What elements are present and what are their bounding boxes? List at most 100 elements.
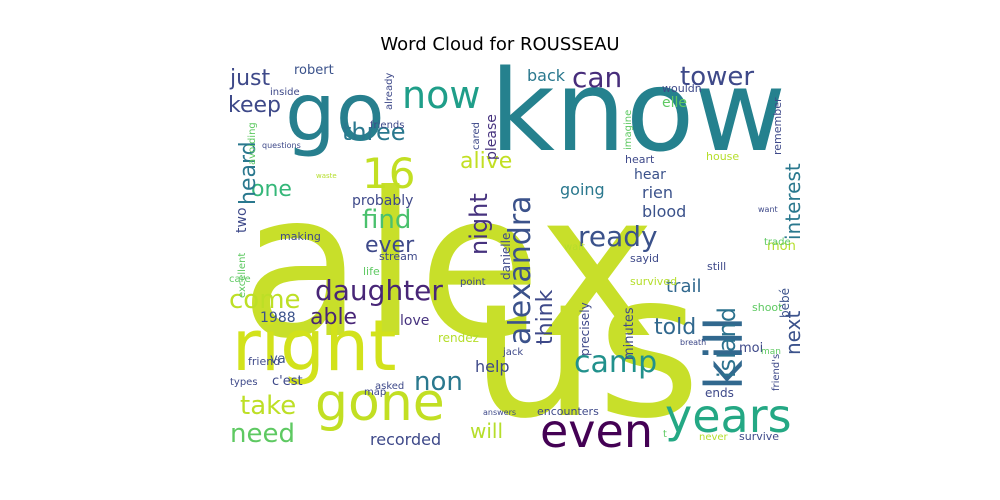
- word-stream: stream: [379, 250, 418, 263]
- word-encounters: encounters: [537, 405, 599, 418]
- word-1988: 1988: [260, 310, 296, 326]
- word-danielle: danielle: [499, 233, 513, 280]
- word-back: back: [527, 66, 566, 85]
- word-trail: trail: [666, 276, 702, 297]
- word-take: take: [240, 391, 296, 421]
- word-blood: blood: [642, 202, 686, 221]
- word-need: need: [230, 419, 295, 449]
- word-able: able: [310, 305, 357, 330]
- word-daughter: daughter: [315, 274, 443, 307]
- word-tower: tower: [680, 62, 754, 92]
- word-years: years: [665, 389, 792, 443]
- word-find: find: [362, 205, 411, 235]
- word-survive: survive: [739, 430, 779, 443]
- word-alex: alex: [240, 150, 656, 383]
- word-hear: hear: [634, 167, 666, 183]
- word-map: map: [364, 387, 386, 398]
- word-house: house: [706, 150, 739, 163]
- word-answers: answers: [483, 408, 516, 417]
- word-man: man: [761, 347, 781, 357]
- word-ends: ends: [705, 386, 734, 400]
- word-want: want: [758, 205, 778, 214]
- word-questions: questions: [262, 141, 301, 150]
- word-making: making: [280, 230, 321, 243]
- word-never: never: [699, 432, 729, 443]
- word-please: please: [484, 114, 500, 160]
- word-excellent: excellent: [237, 253, 248, 298]
- word-robert: robert: [294, 63, 334, 78]
- word-just: just: [229, 66, 271, 91]
- word-moi: moi: [739, 341, 763, 356]
- word-help: help: [475, 357, 510, 376]
- word-know: know: [490, 60, 786, 177]
- word-will: will: [470, 419, 503, 443]
- word-right: right: [232, 305, 396, 387]
- word-friend: friend: [248, 355, 280, 368]
- word-ever: ever: [365, 233, 415, 258]
- word-come: come: [229, 285, 301, 315]
- word-keep: keep: [228, 93, 281, 118]
- word-can: can: [572, 61, 622, 94]
- word-bebe: bébé: [778, 288, 792, 318]
- word-still: still: [707, 260, 726, 273]
- word-ready: ready: [578, 220, 658, 253]
- word-trade: trade: [764, 237, 791, 248]
- word-elle: elle: [662, 95, 687, 111]
- word-waste: waste: [316, 172, 337, 180]
- word-non: non: [414, 367, 463, 397]
- word-two: two: [234, 207, 250, 233]
- word-inside: inside: [270, 87, 300, 98]
- word-care: care: [229, 274, 251, 285]
- word-alexandra: alexandra: [503, 195, 538, 345]
- word-precisely: precisely: [578, 302, 592, 356]
- word-recorded: recorded: [370, 430, 441, 449]
- word-kill: kill: [695, 317, 755, 390]
- word-gone: gone: [315, 373, 445, 433]
- word-minutes: minutes: [622, 307, 637, 360]
- word-avoiding: avoiding: [247, 122, 258, 165]
- word-mon: mon: [767, 239, 796, 254]
- word-interest: interest: [781, 163, 805, 240]
- word-va: va: [270, 352, 286, 367]
- word-sayid: sayid: [630, 252, 659, 265]
- word-probably: probably: [352, 193, 413, 209]
- word-go: go: [285, 66, 385, 159]
- word-life: life: [363, 265, 380, 278]
- word-even: even: [540, 404, 653, 455]
- word-one: one: [251, 177, 292, 202]
- word-rendez: rendez: [438, 331, 479, 345]
- word-cared: cared: [471, 122, 482, 150]
- word-asked: asked: [375, 381, 404, 392]
- word-already: already: [384, 73, 395, 110]
- word-rien: rien: [642, 183, 673, 202]
- word-point: point: [460, 277, 486, 288]
- word-wouldn: wouldn: [662, 82, 702, 95]
- word-16: 16: [362, 149, 415, 198]
- word-night: night: [465, 193, 493, 255]
- word-camp: camp: [574, 345, 657, 380]
- word-imagine: imagine: [623, 110, 634, 150]
- word-heard: heard: [236, 141, 261, 205]
- word-love: love: [400, 313, 429, 329]
- word-remember: remember: [771, 97, 784, 155]
- word-survived: survived: [630, 275, 677, 288]
- word-wait: wait: [564, 242, 585, 253]
- word-think: think: [533, 289, 558, 345]
- word-types: types: [230, 377, 258, 388]
- page-title: Word Cloud for ROUSSEAU: [380, 34, 620, 55]
- word-friends: friends: [370, 120, 404, 131]
- word-three: three: [342, 118, 406, 146]
- word-us: us: [470, 230, 701, 455]
- word-next: next: [781, 311, 805, 355]
- word-breath: breath: [680, 338, 706, 347]
- word-jack: jack: [502, 347, 523, 358]
- word-heart: heart: [625, 153, 655, 166]
- word-c-est: c'est: [272, 374, 303, 389]
- word-friend-s: friend's: [771, 354, 782, 391]
- word-told: told: [654, 315, 696, 340]
- word-going: going: [560, 180, 605, 199]
- word-alive: alive: [460, 149, 512, 174]
- word-t: t: [663, 429, 667, 440]
- word-shoot: shoot: [752, 301, 783, 314]
